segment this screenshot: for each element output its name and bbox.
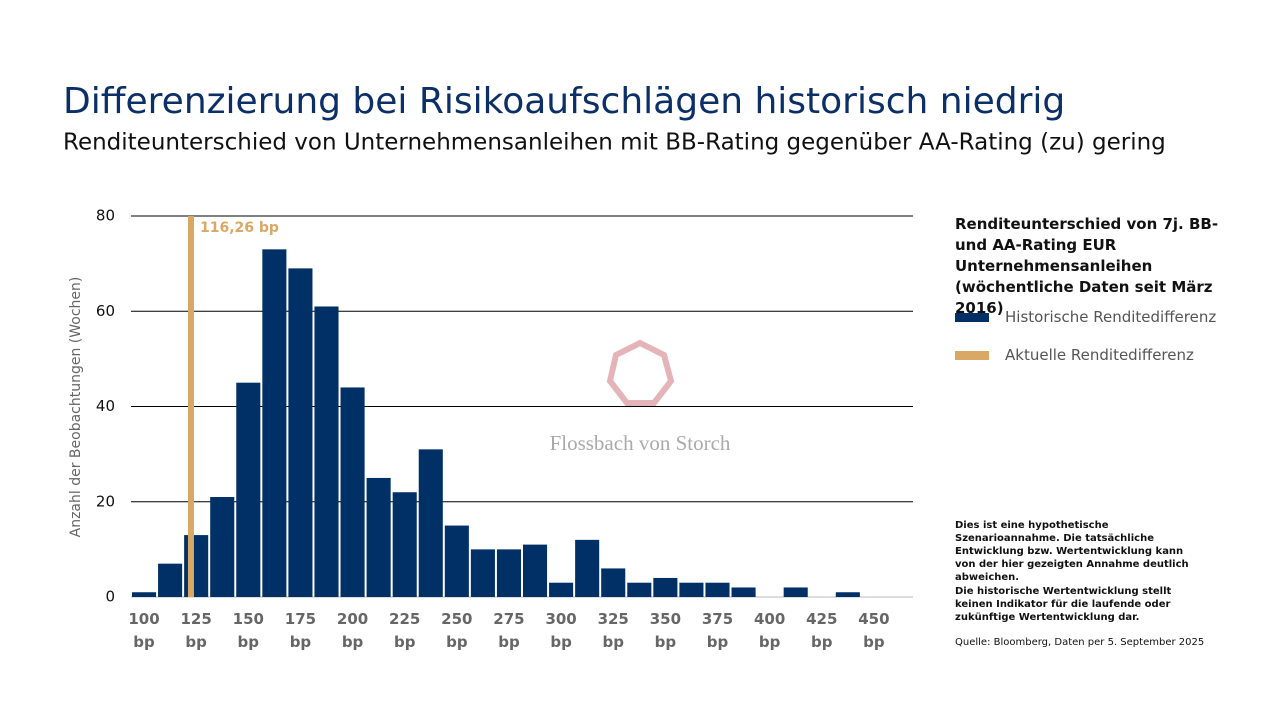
legend-entry: Aktuelle Renditedifferenz <box>955 346 1194 364</box>
y-axis-label: Anzahl der Beobachtungen (Wochen) <box>68 277 84 538</box>
bar <box>731 587 756 597</box>
bar <box>444 525 469 597</box>
x-tick-label: 125 bp <box>181 610 212 651</box>
bar <box>314 306 339 597</box>
legend-title: Renditeunterschied von 7j. BB- und AA-Ra… <box>955 215 1219 317</box>
chart-subtitle: Renditeunterschied von Unternehmensanlei… <box>63 130 1166 156</box>
legend-label: Historische Renditedifferenz <box>1005 308 1217 326</box>
bar <box>340 387 365 597</box>
bar <box>523 544 548 597</box>
x-tick-label: 175 bp <box>285 610 316 651</box>
bar <box>705 582 730 597</box>
y-tick-label: 60 <box>96 302 115 320</box>
bar <box>262 249 287 597</box>
x-tick-label: 450 bp <box>858 610 889 651</box>
note: Dies ist eine hypothetische Szenarioanna… <box>955 520 1189 583</box>
bar <box>653 577 678 597</box>
bar <box>184 535 209 597</box>
bar <box>158 563 183 597</box>
x-tick-label: 100 bp <box>128 610 159 651</box>
bar <box>496 549 521 597</box>
y-tick-label: 0 <box>105 588 115 606</box>
x-tick-label: 275 bp <box>493 610 524 651</box>
legend-swatch <box>955 351 989 360</box>
note: Die historische Wertentwicklung stellt k… <box>955 586 1172 623</box>
y-tick-label: 80 <box>96 207 115 225</box>
x-tick-label: 150 bp <box>233 610 264 651</box>
x-tick-label: 200 bp <box>337 610 368 651</box>
bar <box>366 477 391 597</box>
y-tick-label: 20 <box>96 492 115 510</box>
bar <box>783 587 808 597</box>
bar <box>288 268 313 597</box>
bar <box>627 582 652 597</box>
watermark-logo <box>606 339 675 406</box>
x-tick-label: 225 bp <box>389 610 420 651</box>
chart-title: Differenzierung bei Risikoaufschlägen hi… <box>63 81 1065 122</box>
bar <box>470 549 495 597</box>
bar <box>392 492 417 597</box>
x-tick-label: 250 bp <box>441 610 472 651</box>
bar <box>210 496 235 597</box>
x-tick-label: 350 bp <box>650 610 681 651</box>
source: Quelle: Bloomberg, Daten per 5. Septembe… <box>955 637 1205 648</box>
bar <box>132 592 157 597</box>
y-tick-label: 40 <box>96 397 115 415</box>
legend-label: Aktuelle Renditedifferenz <box>1005 346 1194 364</box>
watermark: Flossbach von Storch <box>550 431 731 455</box>
bar <box>601 568 626 597</box>
bar <box>418 449 443 597</box>
legend-swatch <box>955 313 989 322</box>
x-tick-label: 325 bp <box>598 610 629 651</box>
bar <box>575 539 600 597</box>
legend-entry: Historische Renditedifferenz <box>955 308 1216 326</box>
x-tick-label: 425 bp <box>806 610 837 651</box>
bar <box>679 582 704 597</box>
x-tick-label: 300 bp <box>545 610 576 651</box>
x-tick-label: 375 bp <box>702 610 733 651</box>
bar <box>549 582 574 597</box>
x-tick-label: 400 bp <box>754 610 785 651</box>
bar <box>236 382 261 597</box>
bar <box>835 592 860 597</box>
current-label: 116,26 bp <box>200 220 279 236</box>
